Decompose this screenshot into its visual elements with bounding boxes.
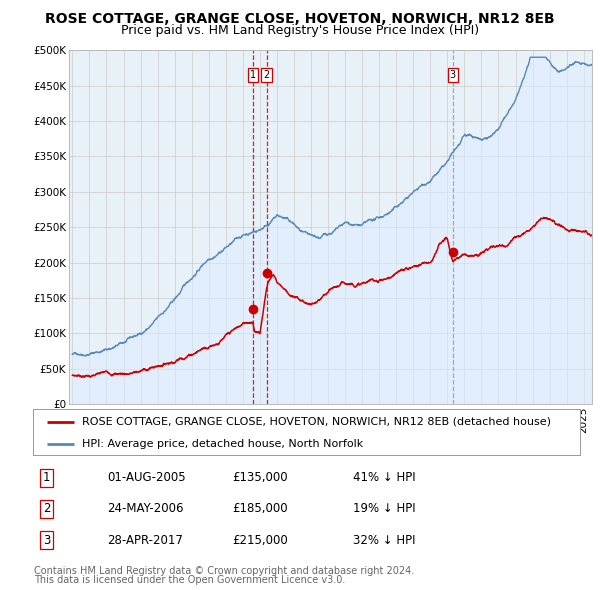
Text: 1: 1 [43, 471, 50, 484]
Text: 3: 3 [43, 533, 50, 546]
Text: Price paid vs. HM Land Registry's House Price Index (HPI): Price paid vs. HM Land Registry's House … [121, 24, 479, 37]
Text: 2: 2 [263, 70, 269, 80]
Text: Contains HM Land Registry data © Crown copyright and database right 2024.: Contains HM Land Registry data © Crown c… [34, 566, 415, 576]
Text: 41% ↓ HPI: 41% ↓ HPI [353, 471, 416, 484]
Text: 1: 1 [250, 70, 256, 80]
Text: 19% ↓ HPI: 19% ↓ HPI [353, 502, 416, 516]
Text: 3: 3 [450, 70, 456, 80]
Text: 24-MAY-2006: 24-MAY-2006 [107, 502, 184, 516]
Text: ROSE COTTAGE, GRANGE CLOSE, HOVETON, NORWICH, NR12 8EB (detached house): ROSE COTTAGE, GRANGE CLOSE, HOVETON, NOR… [82, 417, 551, 427]
Text: £215,000: £215,000 [233, 533, 289, 546]
Text: 01-AUG-2005: 01-AUG-2005 [107, 471, 185, 484]
Text: This data is licensed under the Open Government Licence v3.0.: This data is licensed under the Open Gov… [34, 575, 346, 585]
Text: 32% ↓ HPI: 32% ↓ HPI [353, 533, 416, 546]
Text: HPI: Average price, detached house, North Norfolk: HPI: Average price, detached house, Nort… [82, 439, 364, 449]
Text: £185,000: £185,000 [233, 502, 289, 516]
Text: 28-APR-2017: 28-APR-2017 [107, 533, 183, 546]
Text: £135,000: £135,000 [233, 471, 289, 484]
Text: ROSE COTTAGE, GRANGE CLOSE, HOVETON, NORWICH, NR12 8EB: ROSE COTTAGE, GRANGE CLOSE, HOVETON, NOR… [45, 12, 555, 26]
Text: 2: 2 [43, 502, 50, 516]
